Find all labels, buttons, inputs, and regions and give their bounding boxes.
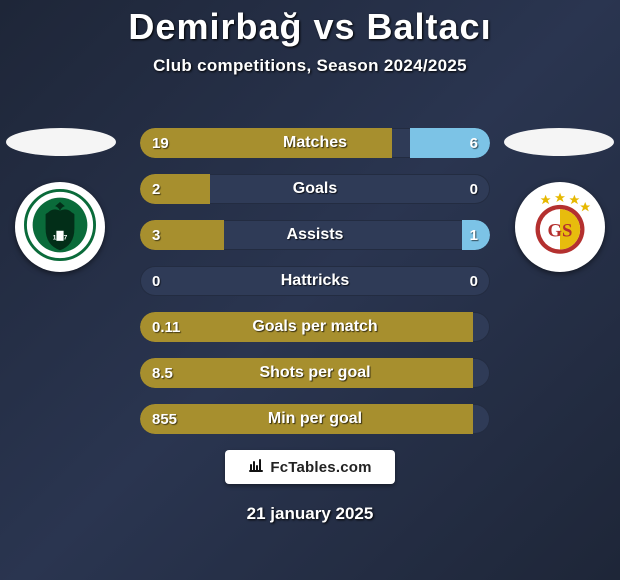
chart-icon (248, 457, 264, 478)
club-badge-left: 1987 (15, 182, 105, 272)
stat-row: 855 Min per goal (140, 404, 490, 434)
stat-row: 3 1 Assists (140, 220, 490, 250)
stat-row: 19 6 Matches (140, 128, 490, 158)
stat-value-left: 0 (152, 273, 160, 290)
stat-value-right: 0 (470, 273, 478, 290)
stat-value-left: 855 (152, 411, 177, 428)
konyaspor-crest-icon: 1987 (24, 189, 96, 266)
stat-row: 0.11 Goals per match (140, 312, 490, 342)
stat-label: Matches (283, 134, 347, 152)
infographic-date: 21 january 2025 (0, 504, 620, 524)
stat-value-left: 3 (152, 227, 160, 244)
stat-value-left: 19 (152, 135, 169, 152)
stat-label: Assists (287, 226, 344, 244)
stat-label: Goals (293, 180, 337, 198)
page-subtitle: Club competitions, Season 2024/2025 (0, 56, 620, 76)
galatasaray-crest-icon: GS (524, 189, 596, 266)
stat-row: 8.5 Shots per goal (140, 358, 490, 388)
stat-bars: 19 6 Matches 2 0 Goals 3 1 Assists 0 0 Hattricks 0.1… (140, 128, 490, 450)
stat-label: Min per goal (268, 410, 362, 428)
stat-value-left: 8.5 (152, 365, 173, 382)
page-title: Demirbağ vs Baltacı (0, 6, 620, 48)
player-left-marker (6, 128, 116, 156)
player-right-marker (504, 128, 614, 156)
svg-text:1987: 1987 (53, 234, 68, 241)
stat-value-right: 6 (470, 135, 478, 152)
stat-value-left: 2 (152, 181, 160, 198)
stat-label: Shots per goal (259, 364, 370, 382)
stat-value-right: 1 (470, 227, 478, 244)
stat-value-left: 0.11 (152, 319, 180, 336)
stat-row: 0 0 Hattricks (140, 266, 490, 296)
club-badge-right: GS (515, 182, 605, 272)
stat-fill-left (140, 174, 210, 204)
stat-label: Hattricks (281, 272, 349, 290)
site-logo-text: FcTables.com (270, 459, 371, 476)
stat-row: 2 0 Goals (140, 174, 490, 204)
stat-label: Goals per match (252, 318, 377, 336)
svg-text:GS: GS (548, 220, 573, 241)
stat-value-right: 0 (470, 181, 478, 198)
site-logo: FcTables.com (225, 450, 395, 484)
stat-fill-left (140, 128, 392, 158)
